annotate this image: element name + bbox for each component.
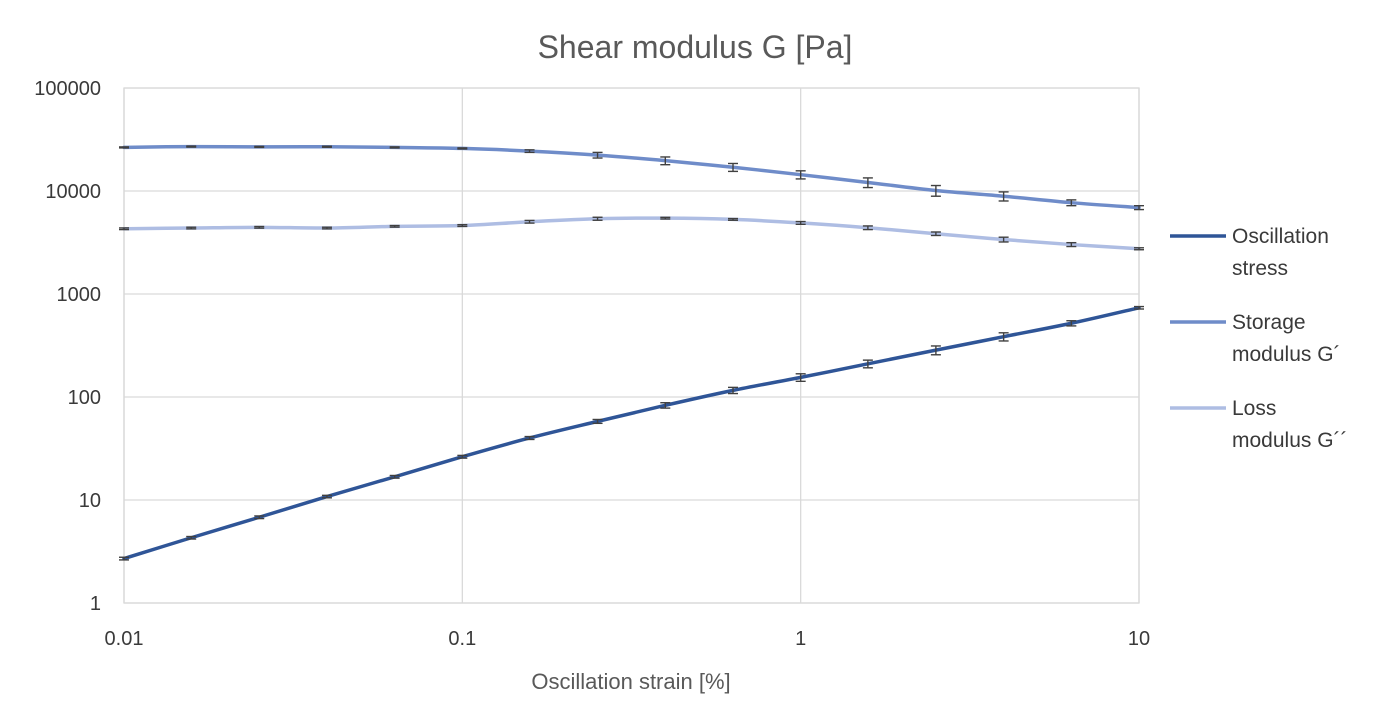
error-bar (862, 177, 873, 189)
error-bar (524, 219, 535, 224)
series-line-2 (122, 216, 1141, 251)
error-bar (186, 226, 197, 230)
y-tick-label: 100000 (34, 78, 101, 100)
x-tick-label: 10 (1128, 628, 1150, 650)
x-tick-labels: 0.01 0.1 1 10 (105, 628, 1151, 650)
x-tick-label: 0.01 (105, 628, 144, 650)
error-bar (186, 535, 197, 540)
grid-layer (123, 87, 1140, 604)
error-bar (795, 220, 806, 226)
error-bar (389, 224, 400, 228)
error-bar (254, 225, 265, 229)
y-tick-label: 1000 (57, 284, 102, 306)
error-bar (119, 556, 129, 561)
error-bar-layer (119, 145, 1144, 561)
error-bar (186, 145, 197, 148)
series-layer (122, 144, 1141, 561)
error-bar (795, 170, 806, 180)
error-bar (930, 345, 941, 356)
error-bar (592, 418, 603, 425)
x-tick-label: 1 (795, 628, 806, 650)
error-bar (321, 145, 332, 148)
error-bar (321, 494, 332, 499)
plot-area-border (123, 87, 1140, 604)
y-tick-label: 10 (79, 490, 101, 512)
chart-title: Shear modulus G [Pa] (538, 29, 853, 65)
x-axis-label: Oscillation strain [%] (531, 669, 730, 694)
error-bar (524, 149, 535, 154)
error-bar (457, 454, 468, 459)
error-bar (1134, 305, 1144, 310)
error-bar (457, 147, 468, 150)
error-bar (660, 156, 671, 166)
error-bar (1066, 241, 1077, 248)
error-bar (321, 226, 332, 230)
error-bar (254, 515, 265, 520)
error-bar (119, 227, 129, 231)
error-bar (457, 223, 468, 228)
error-bar (1066, 320, 1077, 327)
error-bar (1066, 199, 1077, 207)
error-bar (119, 146, 129, 149)
x-tick-label: 0.1 (448, 628, 476, 650)
error-bar (998, 191, 1009, 202)
legend-label: Loss modulus G´´ (1232, 397, 1348, 452)
legend-label: Oscillation stress (1232, 225, 1329, 280)
series-line-1 (122, 144, 1141, 210)
error-bar (728, 386, 739, 395)
error-bar (592, 151, 603, 159)
error-bar (524, 435, 535, 441)
error-bar (254, 145, 265, 149)
legend: Oscillation stress Storage modulus G´ Loss mo… (1170, 225, 1348, 452)
y-tick-label: 1 (90, 593, 101, 615)
error-bar (728, 162, 739, 173)
error-bar (389, 146, 400, 149)
legend-label: Storage modulus G´ (1232, 311, 1341, 366)
legend-item: Storage modulus G´ (1170, 311, 1341, 366)
error-bar (930, 231, 941, 237)
error-bar (862, 225, 873, 231)
error-bar (795, 373, 806, 383)
legend-item: Oscillation stress (1170, 225, 1329, 280)
error-bar (660, 402, 671, 409)
y-tick-label: 100 (68, 387, 101, 409)
y-tick-labels: 1 10 100 1000 10000 100000 (34, 78, 101, 615)
error-bar (1134, 247, 1144, 251)
error-bar (998, 332, 1009, 342)
error-bar (1134, 204, 1144, 211)
error-bar (998, 236, 1009, 243)
error-bar (660, 216, 671, 220)
error-bar (728, 217, 739, 221)
y-tick-label: 10000 (45, 181, 101, 203)
legend-item: Loss modulus G´´ (1170, 397, 1348, 452)
error-bar (930, 184, 941, 197)
series-line-0 (122, 306, 1141, 561)
error-bar (862, 359, 873, 369)
error-bar (592, 216, 603, 221)
error-bar (389, 474, 400, 479)
